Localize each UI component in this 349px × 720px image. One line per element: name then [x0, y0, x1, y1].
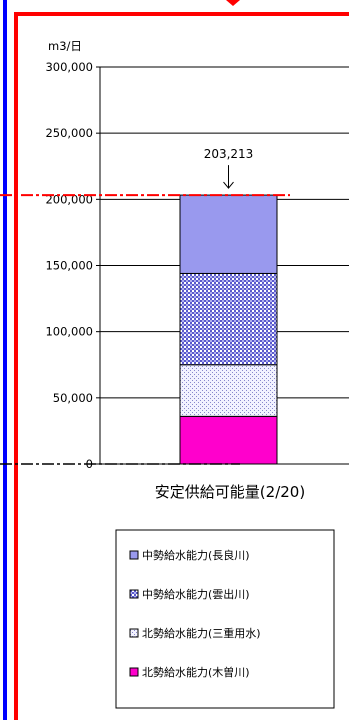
legend-swatch — [129, 589, 139, 599]
legend-swatch — [129, 550, 139, 560]
total-arrow — [223, 165, 234, 189]
y-tick-label: 100,000 — [45, 325, 93, 339]
red-border-left — [14, 12, 18, 720]
bar-segment-1 — [179, 364, 278, 417]
total-value-label: 203,213 — [204, 147, 254, 161]
y-tick-label: 50,000 — [53, 391, 93, 405]
legend-box — [115, 529, 335, 709]
y-tick-label: 250,000 — [45, 126, 93, 140]
legend-label: 中勢給水能力(雲出川) — [142, 587, 250, 601]
legend-swatch — [129, 628, 139, 638]
legend-label: 中勢給水能力(長良川) — [142, 548, 250, 562]
top-arrow-marker — [226, 0, 240, 6]
outer-blue-border — [3, 0, 7, 720]
category-label: 安定供給可能量(2/20) — [155, 483, 305, 501]
bar-segment-0 — [179, 415, 278, 465]
y-tick-label: 300,000 — [45, 60, 93, 74]
bar-segment-3 — [179, 194, 278, 274]
bar-segment-2 — [179, 272, 278, 366]
unit-label: m3/日 — [48, 39, 82, 53]
y-tick-label: 150,000 — [45, 259, 93, 273]
legend-swatch — [129, 667, 139, 677]
red-border-top — [14, 12, 349, 16]
legend-label: 北勢給水能力(木曽川) — [142, 665, 250, 679]
legend-label: 北勢給水能力(三重用水) — [142, 626, 261, 640]
